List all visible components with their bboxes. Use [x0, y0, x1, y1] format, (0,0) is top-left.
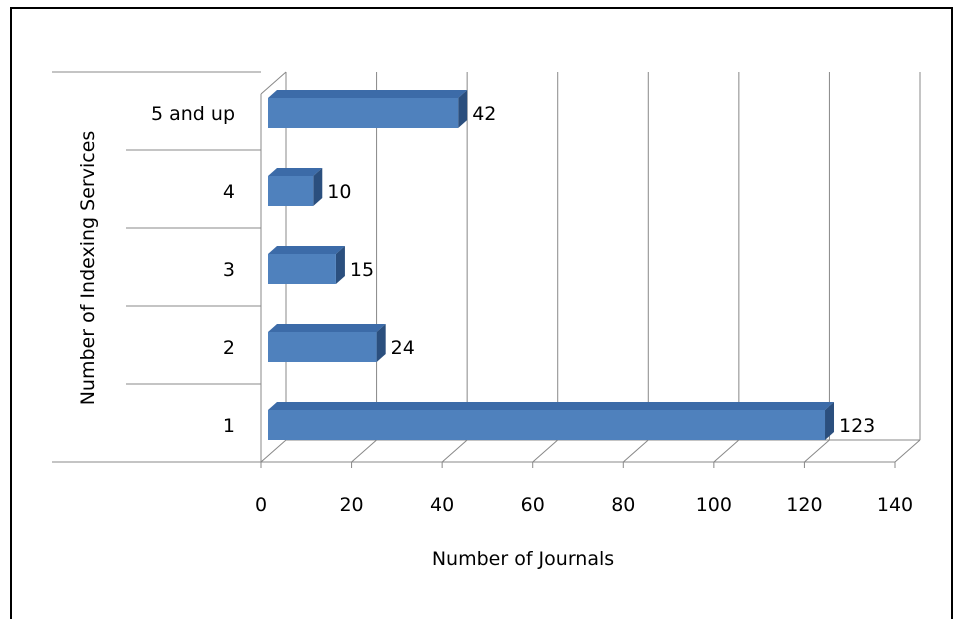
- x-tick-label: 120: [786, 494, 822, 516]
- floor-tick-line: [441, 439, 468, 463]
- floor-tick-line: [260, 439, 287, 463]
- floor-tick-line: [894, 439, 921, 463]
- x-tick-label: 80: [611, 494, 635, 516]
- bar: [268, 176, 314, 206]
- bar: [268, 254, 336, 284]
- x-tick-label: 140: [877, 494, 913, 516]
- bar-side-face: [313, 168, 323, 206]
- bar-top-face: [268, 402, 835, 410]
- category-label: 1: [223, 415, 235, 437]
- data-label: 42: [472, 103, 496, 125]
- bar-top-face: [268, 246, 345, 254]
- bar-top-face: [268, 168, 323, 176]
- bar-side-face: [458, 90, 468, 128]
- data-label: 10: [327, 181, 351, 203]
- x-tick-label: 40: [430, 494, 454, 516]
- category-label: 5 and up: [151, 103, 235, 125]
- data-label: 15: [350, 259, 374, 281]
- data-label: 123: [839, 415, 875, 437]
- x-axis-title: Number of Journals: [432, 548, 614, 570]
- x-tick-label: 60: [521, 494, 545, 516]
- bar-side-face: [376, 324, 386, 362]
- floor-tick-line: [804, 439, 830, 463]
- bar: [268, 98, 459, 128]
- x-tick-label: 0: [255, 494, 267, 516]
- bar: [268, 410, 826, 440]
- bar-side-face: [825, 402, 835, 440]
- labels: 0 20 40 60 80 100 120 140 123 1 24 2 15 3 10 4 42 5 and u…: [151, 103, 913, 516]
- y-axis-title: Number of Indexing Services: [77, 131, 99, 406]
- x-tick-label: 20: [339, 494, 363, 516]
- bar: [268, 332, 377, 362]
- chart-frame: [10, 7, 953, 619]
- floor-tick-line: [351, 439, 377, 463]
- bars: [268, 90, 835, 440]
- bar-side-face: [335, 246, 345, 284]
- floor-tick-line: [622, 439, 649, 463]
- bar-top-face: [268, 324, 386, 332]
- category-label: 2: [223, 337, 235, 359]
- category-label: 4: [223, 181, 235, 203]
- data-label: 24: [391, 337, 415, 359]
- gridlines: [260, 72, 921, 463]
- bar-top-face: [268, 90, 468, 98]
- floor-tick-line: [532, 439, 559, 463]
- x-tick-label: 100: [696, 494, 732, 516]
- floor-tick-line: [713, 439, 740, 463]
- side-wall-top-edge: [260, 71, 287, 95]
- category-label: 3: [223, 259, 235, 281]
